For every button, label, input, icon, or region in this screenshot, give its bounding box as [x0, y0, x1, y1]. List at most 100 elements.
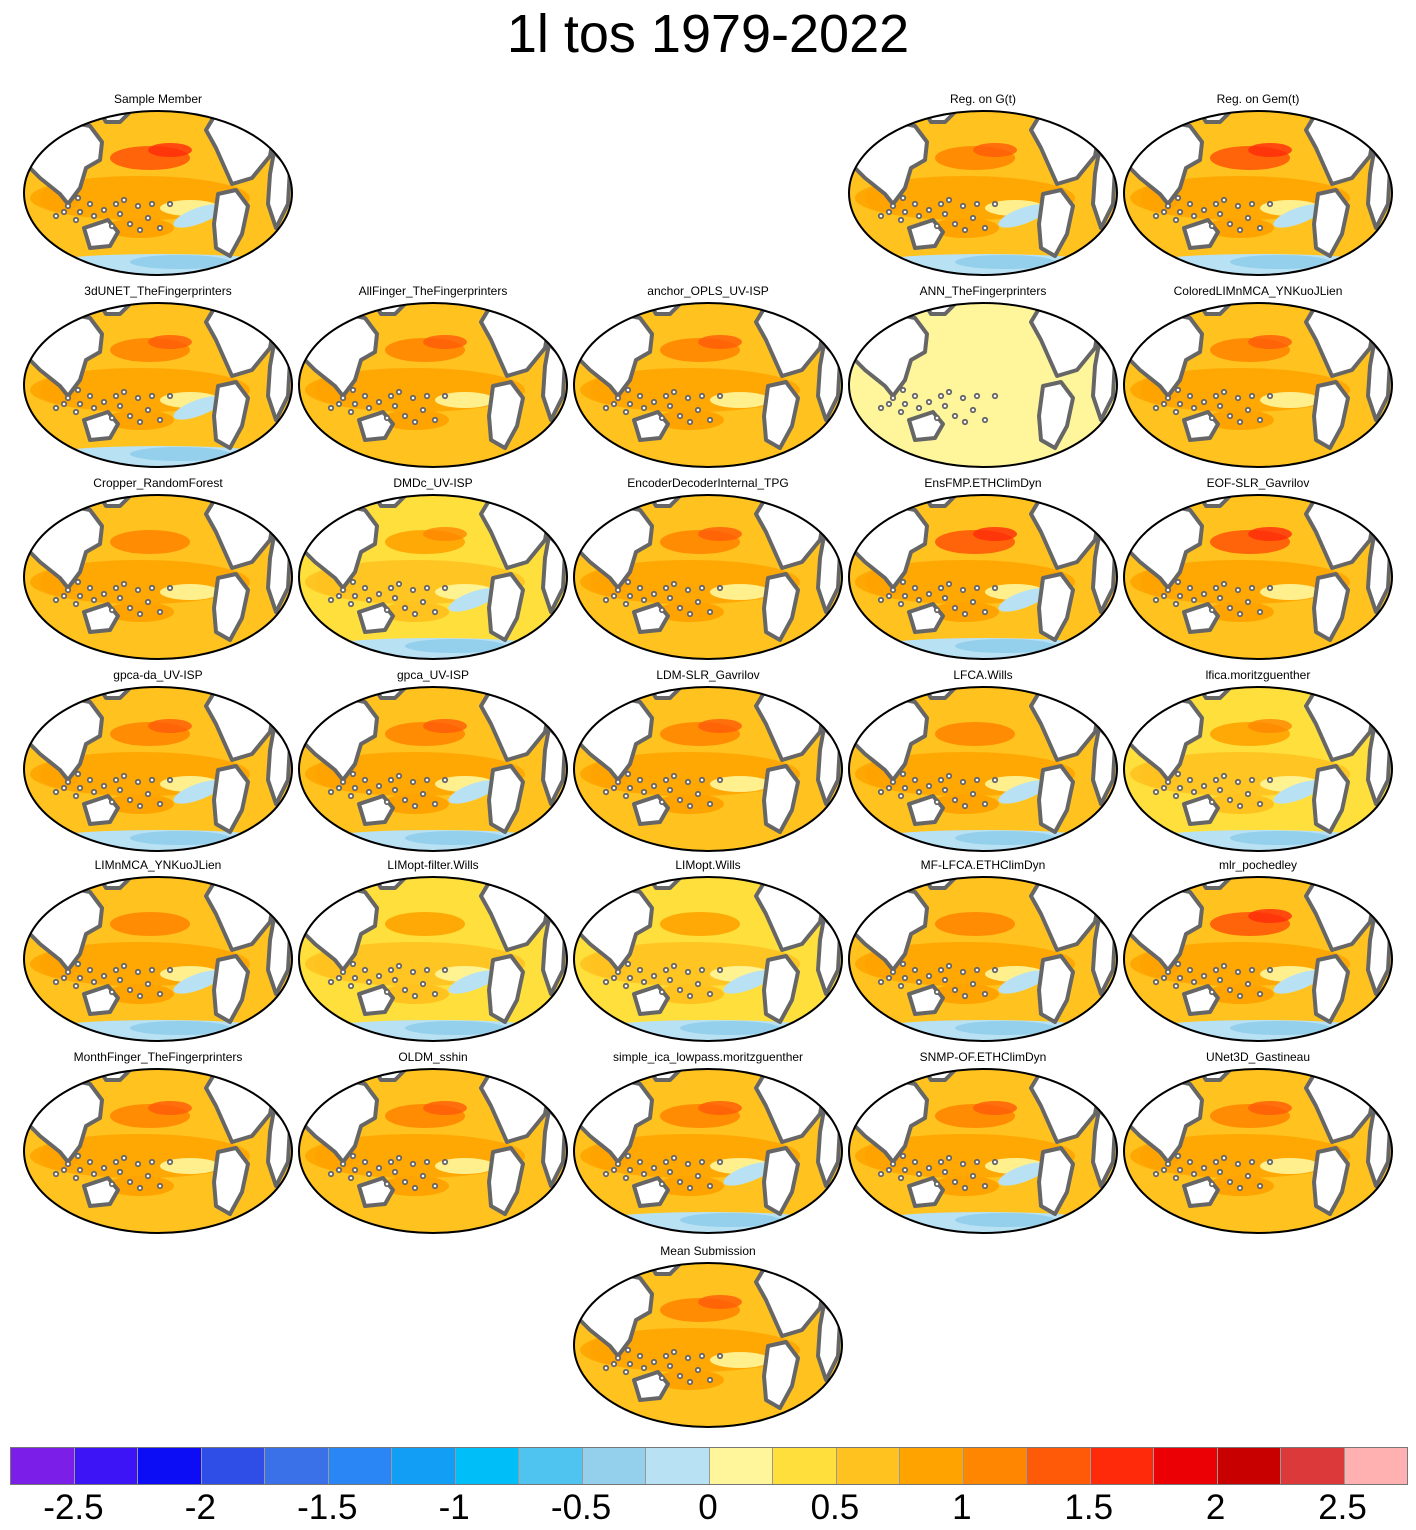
map-panel: ANN_TheFingerprinters: [845, 284, 1121, 470]
panel-title: EnsFMP.ETHClimDyn: [924, 476, 1042, 490]
colorbar-box: [265, 1448, 329, 1484]
colorbar-box: [392, 1448, 456, 1484]
colorbar-box: [138, 1448, 202, 1484]
panel-title: AllFinger_TheFingerprinters: [358, 284, 508, 298]
panel-title: EOF-SLR_Gavrilov: [1206, 476, 1310, 490]
sst-trend-map: [848, 302, 1118, 468]
colorbar-tick-label: 0.5: [810, 1488, 860, 1527]
sst-trend-map: [1123, 110, 1393, 276]
sst-trend-map: [23, 110, 293, 276]
panel-title: Sample Member: [113, 92, 203, 106]
colorbar-box: [582, 1448, 646, 1484]
colorbar-box: [836, 1448, 900, 1484]
colorbar-tick-label: -2: [184, 1488, 216, 1527]
panel-title: OLDM_sshin: [398, 1050, 468, 1064]
map-panel: AllFinger_TheFingerprinters: [295, 284, 571, 470]
map-panel: Mean Submission: [570, 1244, 846, 1430]
sst-trend-map: [298, 1068, 568, 1234]
panel-title: ANN_TheFingerprinters: [919, 284, 1047, 298]
sst-trend-map: [1123, 494, 1393, 660]
map-panel: simple_ica_lowpass.moritzguenther: [570, 1050, 846, 1236]
map-panel: EOF-SLR_Gavrilov: [1120, 476, 1396, 662]
sst-trend-map: [23, 876, 293, 1042]
colorbar-box: [1344, 1448, 1407, 1484]
sst-trend-map: [848, 1068, 1118, 1234]
panel-title: Reg. on G(t): [949, 92, 1017, 106]
panel-title: UNet3D_Gastineau: [1205, 1050, 1311, 1064]
sst-trend-map: [848, 686, 1118, 852]
panel-title: anchor_OPLS_UV-ISP: [647, 284, 769, 298]
map-panel: LFCA.Wills: [845, 668, 1121, 854]
colorbar-box: [1217, 1448, 1281, 1484]
map-panel: UNet3D_Gastineau: [1120, 1050, 1396, 1236]
map-panel: anchor_OPLS_UV-ISP: [570, 284, 846, 470]
sst-trend-map: [1123, 876, 1393, 1042]
map-panel: gpca-da_UV-ISP: [20, 668, 296, 854]
sst-trend-map: [573, 876, 843, 1042]
sst-trend-map: [1123, 302, 1393, 468]
colorbar-box: [74, 1448, 138, 1484]
sst-trend-map: [573, 686, 843, 852]
panel-title: simple_ica_lowpass.moritzguenther: [612, 1050, 804, 1064]
map-panel: OLDM_sshin: [295, 1050, 571, 1236]
sst-trend-map: [298, 876, 568, 1042]
sst-trend-map: [573, 302, 843, 468]
colorbar-box: [646, 1448, 710, 1484]
map-panel: MonthFinger_TheFingerprinters: [20, 1050, 296, 1236]
map-panel: gpca_UV-ISP: [295, 668, 571, 854]
sst-trend-map: [848, 110, 1118, 276]
colorbar-tick-label: 1: [952, 1488, 972, 1527]
colorbar-tick-label: 0: [698, 1488, 718, 1527]
colorbar-box: [709, 1448, 773, 1484]
panel-title: MF-LFCA.ETHClimDyn: [920, 858, 1046, 872]
sst-trend-map: [23, 686, 293, 852]
colorbar-tick-label: 2.5: [1318, 1488, 1367, 1527]
sst-trend-map: [573, 1262, 843, 1428]
colorbar-box: [1090, 1448, 1154, 1484]
sst-trend-map: [23, 494, 293, 660]
colorbar-tick-label: -1: [438, 1488, 470, 1527]
panel-title: LIMopt.Wills: [675, 858, 741, 872]
map-panel: LIMnMCA_YNKuoJLien: [20, 858, 296, 1044]
figure-title: 1l tos 1979-2022: [506, 4, 910, 64]
sst-trend-map: [848, 876, 1118, 1042]
map-panel: Reg. on G(t): [845, 92, 1121, 278]
colorbar-box: [328, 1448, 392, 1484]
map-panel: 3dUNET_TheFingerprinters: [20, 284, 296, 470]
colorbar-tick-label: -1.5: [297, 1488, 358, 1527]
map-panel: DMDc_UV-ISP: [295, 476, 571, 662]
sst-trend-map: [298, 302, 568, 468]
panel-title: LIMopt-filter.Wills: [387, 858, 479, 872]
colorbar-box: [11, 1448, 75, 1484]
panel-title: lfica.moritzguenther: [1205, 668, 1311, 682]
colorbar-tick-label: -0.5: [550, 1488, 612, 1527]
colorbar-tick-label: -2.5: [43, 1488, 104, 1527]
panel-title: LIMnMCA_YNKuoJLien: [94, 858, 222, 872]
colorbar-box: [1281, 1448, 1345, 1484]
map-panel: Sample Member: [20, 92, 296, 278]
sst-trend-map: [23, 302, 293, 468]
panel-title: Reg. on Gem(t): [1216, 92, 1300, 106]
sst-trend-map: [23, 1068, 293, 1234]
colorbar-box: [201, 1448, 265, 1484]
map-panel: lfica.moritzguenther: [1120, 668, 1396, 854]
panel-title: SNMP-OF.ETHClimDyn: [919, 1050, 1047, 1064]
panel-title: DMDc_UV-ISP: [393, 476, 473, 490]
sst-trend-map: [1123, 686, 1393, 852]
colorbar-tick-label: 2: [1205, 1488, 1226, 1527]
panel-title: Cropper_RandomForest: [93, 476, 223, 490]
panel-title: LFCA.Wills: [953, 668, 1013, 682]
panel-title: mlr_pochedley: [1218, 858, 1298, 872]
colorbar-box: [519, 1448, 583, 1484]
panel-title: gpca-da_UV-ISP: [113, 668, 203, 682]
sst-trend-map: [1123, 1068, 1393, 1234]
panel-title: MonthFinger_TheFingerprinters: [73, 1050, 243, 1064]
colorbar-tick-label: 1.5: [1064, 1488, 1114, 1527]
map-panel: LIMopt.Wills: [570, 858, 846, 1044]
map-panel: Reg. on Gem(t): [1120, 92, 1396, 278]
colorbar-box: [773, 1448, 837, 1484]
colorbar-box: [963, 1448, 1027, 1484]
panel-title: EncoderDecoderInternal_TPG: [627, 476, 789, 490]
map-panel: EnsFMP.ETHClimDyn: [845, 476, 1121, 662]
panel-title: LDM-SLR_Gavrilov: [656, 668, 760, 682]
